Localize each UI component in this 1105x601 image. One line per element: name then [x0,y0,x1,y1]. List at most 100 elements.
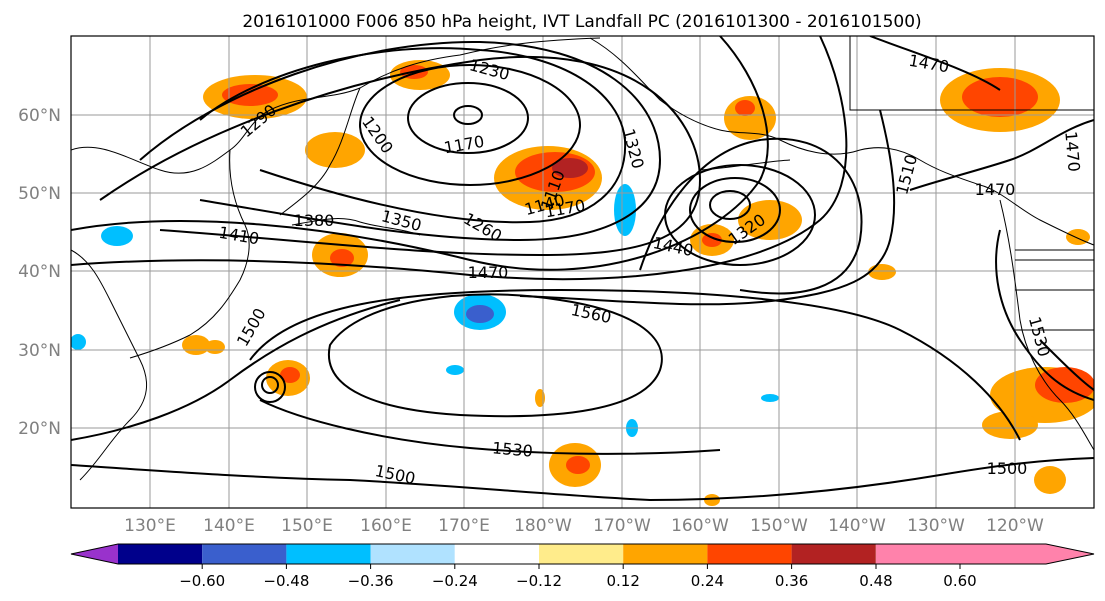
lon-label: 130°W [907,516,965,536]
map-panel [71,36,1094,508]
contour-line [407,82,529,154]
ivt-positive-core [222,84,278,106]
contour-line [869,36,1001,91]
lat-label: 60°N [18,106,61,126]
kuril-islands [291,218,421,236]
colorbar-tick-label: 0.24 [691,572,724,590]
colorbar-tick-label: −0.24 [432,572,478,590]
ivt-negative-patch [614,184,636,236]
ivt-negative-patch [101,226,133,246]
lon-label: 140°W [828,516,886,536]
colorbar-segment-9 [791,544,876,564]
lon-label: 180°W [514,516,572,536]
contour-label: 1380 [294,211,335,230]
colorbar-tick-label: 0.60 [943,572,976,590]
ivt-positive-patch [704,494,720,506]
contour-label: 1470 [1061,130,1083,172]
ivt-positive-core [702,233,722,247]
latitude-labels: 60°N 50°N 40°N 30°N 20°N [18,106,61,439]
contour-label: 1470 [468,263,509,282]
lon-label: 120°W [986,516,1044,536]
contour-line-1500 [71,457,1094,502]
colorbar-tick-labels: −0.60 −0.48 −0.36 −0.24 −0.12 0.12 0.24 … [179,572,976,590]
colorbar-segment-2 [202,544,287,564]
contour-line [261,376,279,394]
lat-label: 40°N [18,262,61,282]
colorbar-segment-1 [118,544,203,564]
ivt-positive-core [962,77,1038,117]
lon-label: 130°E [124,516,176,536]
ivt-positive-core [566,456,590,474]
ivt-negative-patch [761,394,779,402]
ivt-positive-core [280,367,300,383]
ivt-positive-patch [205,340,225,354]
contour-line [71,36,769,271]
contour-line [1039,339,1094,391]
kamchatka-coast [279,87,361,216]
lon-label: 140°E [203,516,255,536]
contour-line [453,105,483,125]
contour-line [249,288,1021,441]
canada-border [849,36,1094,111]
colorbar-tick-label: −0.48 [263,572,309,590]
ivt-positive-max [552,158,588,178]
figure-title: 2016101000 F006 850 hPa height, IVT Land… [242,12,921,32]
colorbar-tick-label: 0.12 [606,572,639,590]
colorbar-tick-label: −0.60 [179,572,225,590]
north-america-west-coast [999,199,1094,451]
contour-label: 1500 [987,459,1028,478]
us-state-lines [1015,289,1094,331]
colorbar-segment-4 [370,544,455,564]
colorbar-segment-5 [454,544,539,564]
contour-line [71,299,401,441]
longitude-labels: 130°E 140°E 150°E 160°E 170°E 180°W 170°… [124,516,1044,536]
ivt-positive-patch [1034,466,1066,494]
lon-label: 160°W [671,516,729,536]
colorbar-tick-label: 0.36 [775,572,808,590]
colorbar-segment-10 [876,544,1094,564]
lon-label: 160°E [360,516,412,536]
ivt-negative-patch [71,334,86,350]
ivt-positive-patch [868,264,896,280]
lat-label: 20°N [18,419,61,439]
map-frame [70,35,1095,509]
colorbar-tick-label: 0.48 [859,572,892,590]
lon-label: 150°W [750,516,808,536]
colorbar-segment-0 [71,544,118,564]
colorbar-segment-6 [539,544,624,564]
contour-line [519,109,896,306]
colorbar-outline [70,543,1095,565]
us-state-lines [1015,249,1094,261]
colorbar: −0.60 −0.48 −0.36 −0.24 −0.12 0.12 0.24 … [70,543,1095,590]
colorbar-tick-label: −0.36 [348,572,394,590]
contour-line [995,229,1094,401]
ivt-positive-patch [305,132,365,168]
contour-line [139,40,662,242]
contour-line [71,36,848,281]
ivt-positive-patch [982,411,1038,439]
ivt-positive-patch [1066,229,1090,245]
colorbar-segment-3 [286,544,371,564]
ivt-negative-patch [446,365,464,375]
asia-north-coast [71,37,601,174]
contour-line-1530 [259,399,721,455]
ivt-positive-core [330,249,354,267]
coastlines [71,36,1094,481]
gridlines [71,36,1094,508]
height-contours [71,36,1094,502]
contour-line-1560 [327,293,663,418]
lat-label: 30°N [18,341,61,361]
colorbar-tick-label: −0.12 [516,572,562,590]
contour-label: 1470 [975,180,1016,199]
contour-line [909,119,1094,191]
ivt-positive-core [735,100,755,116]
contour-line [689,177,781,243]
contour-line [359,64,581,186]
ivt-positive-patch [738,200,802,240]
east-asia-coast [71,249,148,481]
lon-label: 150°E [281,516,333,536]
sakhalin-japan-coast [129,149,250,359]
contour-line [709,190,751,220]
lon-label: 170°W [593,516,651,536]
